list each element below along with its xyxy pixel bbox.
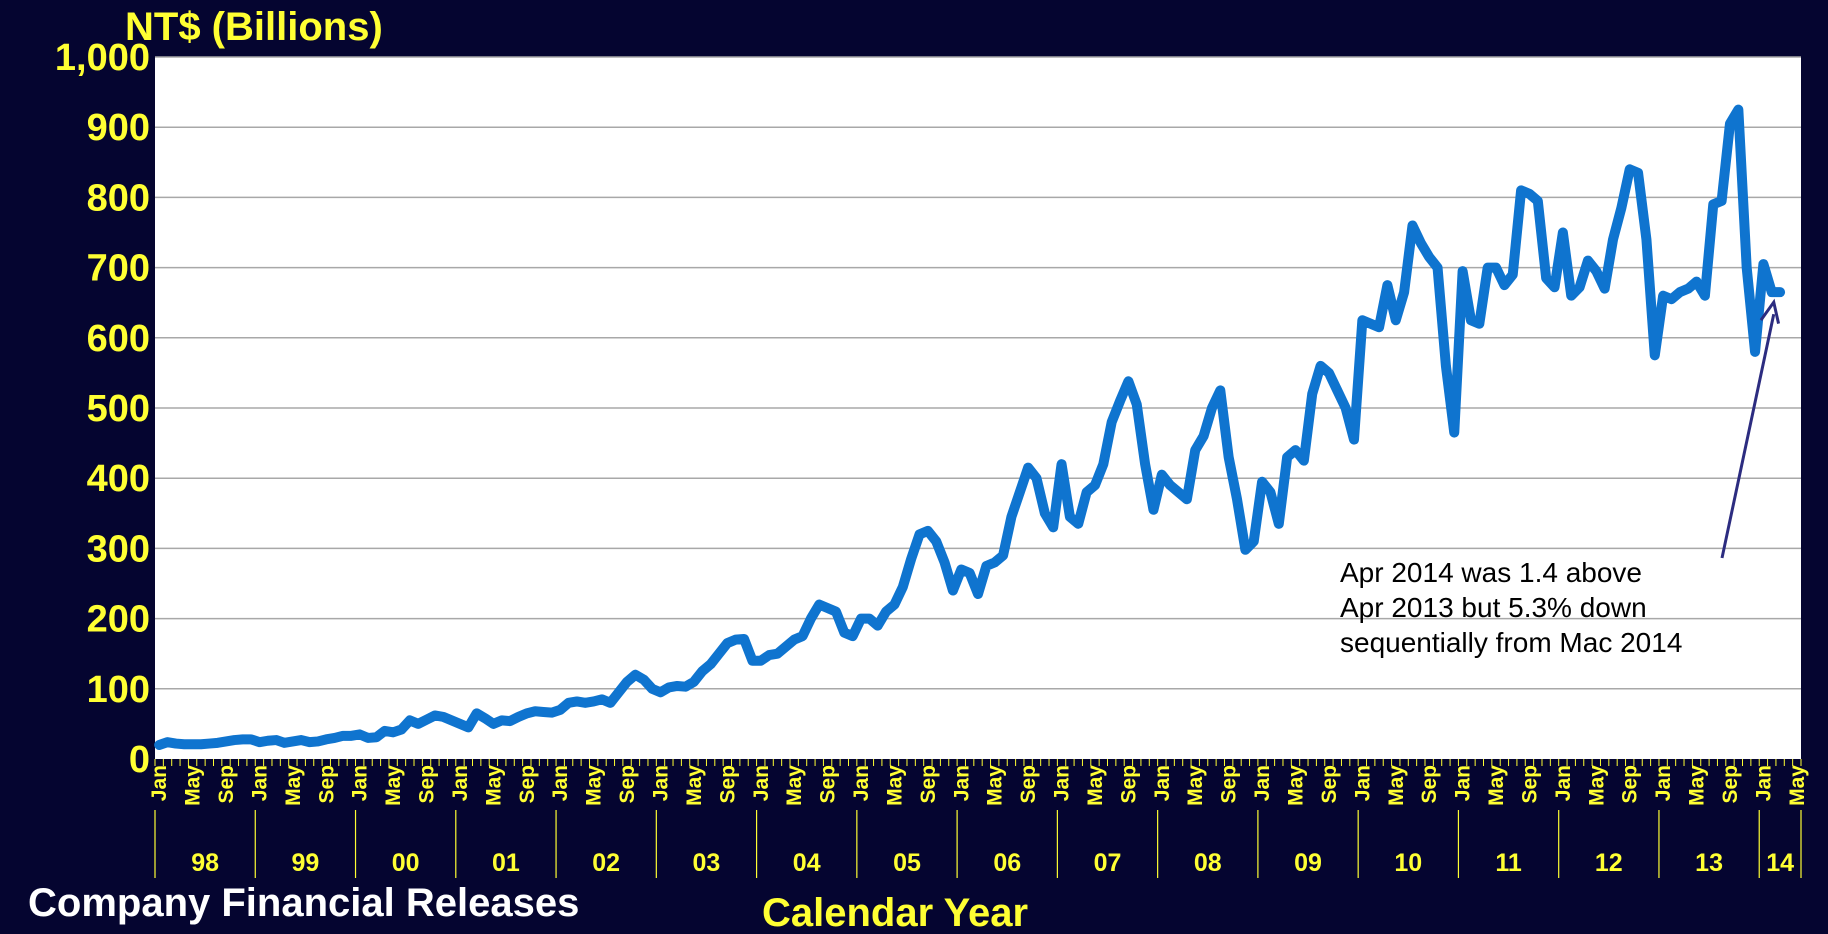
x-year-label: 00 xyxy=(392,849,420,877)
x-month-label: May xyxy=(1786,765,1809,806)
x-month-label: May xyxy=(683,765,706,806)
x-year-label: 13 xyxy=(1695,849,1723,877)
x-month-label: Jan xyxy=(148,765,171,801)
x-month-label: Jan xyxy=(850,765,873,801)
x-month-label: Sep xyxy=(1117,765,1140,804)
x-month-label: May xyxy=(984,765,1007,806)
x-month-label: Sep xyxy=(516,765,539,804)
y-axis-ticks: 0 100 200 300 400 500 600 700 800 900 1,000 xyxy=(55,37,150,781)
series-line xyxy=(154,104,1786,750)
x-month-label: Jan xyxy=(649,765,672,801)
x-month-label: Jan xyxy=(1251,765,1274,801)
x-month-label: May xyxy=(1686,765,1709,806)
x-year-label: 14 xyxy=(1766,849,1794,877)
x-month-label: Jan xyxy=(248,765,271,801)
x-month-label: Sep xyxy=(1619,765,1642,804)
y-tick-label: 700 xyxy=(87,248,150,290)
grid-lines xyxy=(155,56,1801,690)
x-month-label: Jan xyxy=(750,765,773,801)
x-month-label: May xyxy=(182,765,205,806)
x-month-label: May xyxy=(1285,765,1308,806)
x-year-label: 03 xyxy=(693,849,721,877)
x-year-label: 06 xyxy=(993,849,1021,877)
x-month-label: May xyxy=(482,765,505,806)
x-month-label: Jan xyxy=(1351,765,1374,801)
annotation-line-3: sequentially from Mac 2014 xyxy=(1340,627,1682,658)
y-tick-label: 200 xyxy=(87,599,150,641)
y-tick-label: 400 xyxy=(87,458,150,500)
x-month-label: Jan xyxy=(1552,765,1575,801)
x-month-label: Sep xyxy=(215,765,238,804)
annotation-line-2: Apr 2013 but 5.3% down xyxy=(1340,592,1647,623)
x-axis-band xyxy=(155,759,1801,879)
x-year-label: 09 xyxy=(1294,849,1322,877)
x-month-label: Jan xyxy=(449,765,472,801)
y-tick-label: 900 xyxy=(87,107,150,149)
y-tick-label: 600 xyxy=(87,318,150,360)
x-axis: Jan May Sep Jan May Sep Jan May Sep Jan May Sep Jan M… xyxy=(148,759,1809,878)
x-month-label: Jan xyxy=(349,765,372,801)
series-layer xyxy=(154,104,1786,750)
x-month-label: Sep xyxy=(1017,765,1040,804)
x-year-label: 98 xyxy=(191,849,219,877)
x-year-label: 07 xyxy=(1094,849,1122,877)
x-axis-label: Calendar Year xyxy=(762,891,1028,934)
y-tick-label: 300 xyxy=(87,528,150,570)
x-year-label: 04 xyxy=(793,849,821,877)
x-month-label: May xyxy=(1385,765,1408,806)
x-month-label: May xyxy=(783,765,806,806)
x-year-label: 99 xyxy=(291,849,319,877)
annotation: Apr 2014 was 1.4 above Apr 2013 but 5.3%… xyxy=(1340,298,1781,658)
annotation-line-1: Apr 2014 was 1.4 above xyxy=(1340,557,1642,588)
x-year-label: 05 xyxy=(893,849,921,877)
x-year-label: 02 xyxy=(592,849,620,877)
x-month-label: Sep xyxy=(1418,765,1441,804)
x-month-label: Sep xyxy=(315,765,338,804)
x-month-label: Jan xyxy=(950,765,973,801)
x-year-label: 01 xyxy=(492,849,520,877)
x-month-label: May xyxy=(1084,765,1107,806)
x-month-label: Sep xyxy=(917,765,940,804)
x-month-label: May xyxy=(1485,765,1508,806)
y-tick-label: 500 xyxy=(87,388,150,430)
y-tick-label: 1,000 xyxy=(55,37,150,79)
x-year-label: 08 xyxy=(1194,849,1222,877)
x-month-label: Jan xyxy=(1051,765,1074,801)
x-month-label: Sep xyxy=(616,765,639,804)
x-month-label: May xyxy=(282,765,305,806)
x-year-label: 11 xyxy=(1495,849,1522,877)
y-tick-label: 800 xyxy=(87,177,150,219)
x-month-label: Sep xyxy=(416,765,439,804)
x-year-label: 10 xyxy=(1394,849,1422,877)
x-year-label: 12 xyxy=(1595,849,1623,877)
x-month-label: Jan xyxy=(1752,765,1775,801)
x-month-label: Jan xyxy=(1151,765,1174,801)
y-tick-label: 100 xyxy=(87,669,150,711)
y-axis-label: NT$ (Billions) xyxy=(125,5,383,49)
x-month-label: Sep xyxy=(1218,765,1241,804)
x-month-label: May xyxy=(883,765,906,806)
x-month-label: Sep xyxy=(1719,765,1742,804)
x-month-label: Jan xyxy=(549,765,572,801)
x-month-label: May xyxy=(583,765,606,806)
x-month-label: May xyxy=(1184,765,1207,806)
x-month-label: Sep xyxy=(1518,765,1541,804)
source-label: Company Financial Releases xyxy=(28,881,579,925)
x-month-label: May xyxy=(382,765,405,806)
x-month-label: Jan xyxy=(1652,765,1675,801)
x-month-label: Jan xyxy=(1452,765,1475,801)
x-month-label: Sep xyxy=(817,765,840,804)
y-tick-label: 0 xyxy=(129,739,150,781)
annotation-arrow-head xyxy=(1759,298,1781,324)
x-month-label: May xyxy=(1585,765,1608,806)
x-month-label: Sep xyxy=(716,765,739,804)
annotation-arrow-shaft xyxy=(1720,313,1776,559)
x-month-label: Sep xyxy=(1318,765,1341,804)
